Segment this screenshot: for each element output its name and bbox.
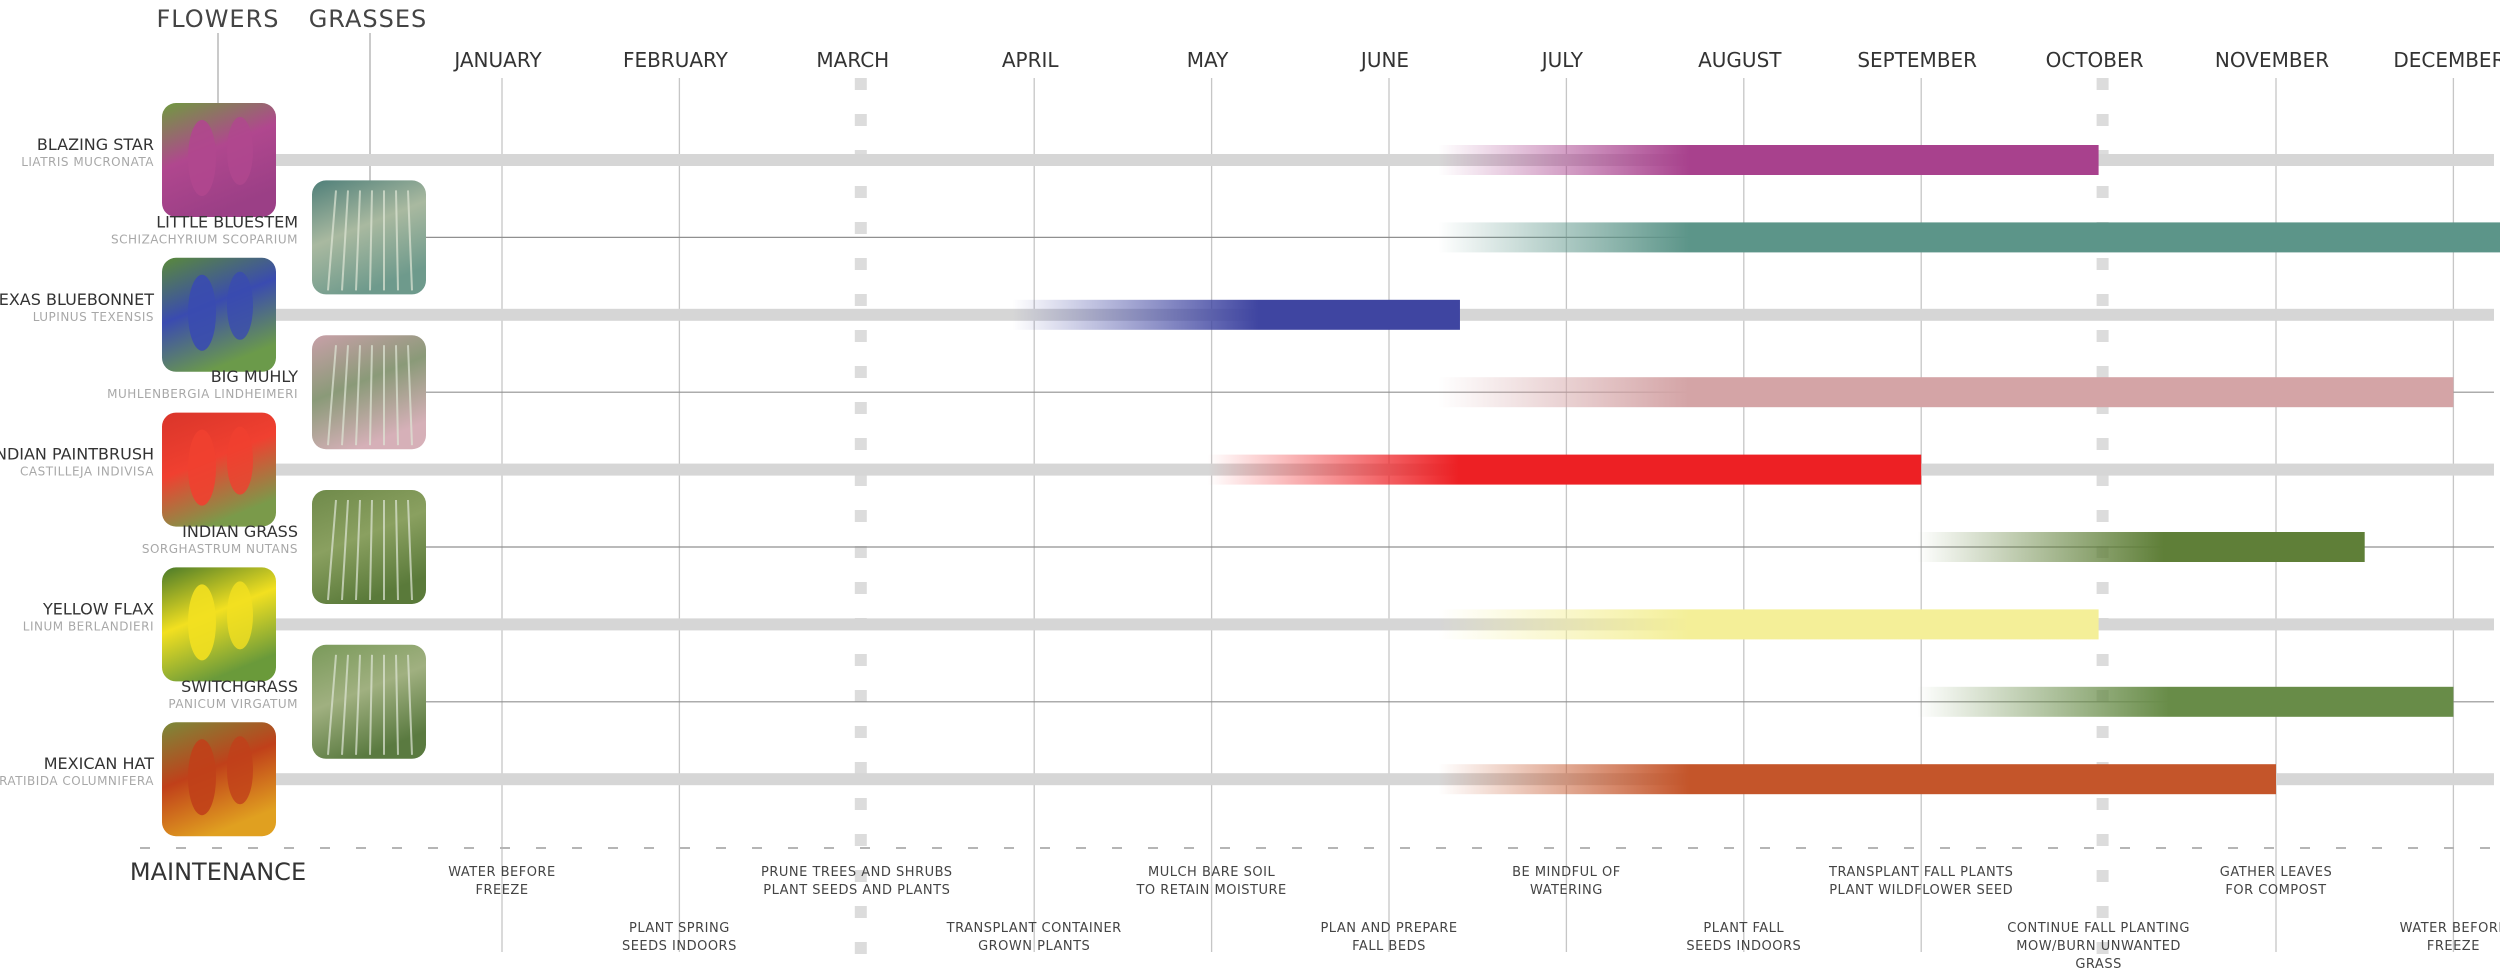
maintenance-note: PLANT SEEDS AND PLANTS: [763, 883, 950, 898]
month-label: FEBRUARY: [623, 48, 729, 72]
bloom-bars: [1012, 145, 2500, 795]
bloom-bar: [1438, 764, 2276, 795]
plant-name: BLAZING STAR: [37, 135, 154, 154]
maintenance-note: BE MINDFUL OF: [1512, 865, 1621, 880]
maintenance-note: WATERING: [1530, 883, 1603, 898]
month-label: OCTOBER: [2046, 48, 2144, 72]
month-label: DECEMBER: [2393, 48, 2500, 72]
plant-name: TEXAS BLUEBONNET: [0, 290, 154, 309]
plant-latin-name: LIATRIS MUCRONATA: [21, 155, 154, 169]
month-label: APRIL: [1002, 48, 1060, 72]
maintenance-header: MAINTENANCE: [130, 858, 306, 886]
flowers-header: FLOWERS: [156, 5, 279, 33]
bloom-bar: [1012, 299, 1460, 330]
chart-labels: FLOWERS GRASSES MAINTENANCE JANUARY FEBRU…: [0, 5, 2500, 886]
maintenance-note: PLANT WILDFLOWER SEED: [1829, 883, 2013, 898]
plant-latin-name: RATIBIDA COLUMNIFERA: [0, 774, 154, 788]
maintenance-note: TO RETAIN MOISTURE: [1135, 883, 1286, 898]
flower-photo: [162, 722, 276, 837]
bloom-bar: [1917, 532, 2365, 562]
maintenance-note: PLANT SPRING: [629, 921, 730, 936]
bloom-bar: [1438, 609, 2099, 640]
maintenance-note: GATHER LEAVES: [2220, 865, 2332, 880]
maintenance-note: WATER BEFORE: [448, 865, 555, 880]
month-gridlines: [217, 33, 2455, 960]
flower-photo: [162, 412, 276, 527]
maintenance-note: GROWN PLANTS: [978, 939, 1090, 954]
maintenance-note: FALL BEDS: [1352, 939, 1426, 954]
grass-photo: [312, 180, 426, 295]
plant-latin-name: LUPINUS TEXENSIS: [33, 310, 154, 324]
month-label: MARCH: [816, 48, 889, 72]
month-label: JUNE: [1359, 48, 1409, 72]
maintenance-note: MOW/BURN UNWANTED: [2016, 939, 2181, 954]
maintenance-note: PLAN AND PREPARE: [1320, 921, 1457, 936]
maintenance-notes: WATER BEFORE FREEZE PLANT SPRING SEEDS INDO…: [140, 847, 2500, 969]
grass-photo: [312, 335, 426, 450]
plant-latin-name: PANICUM VIRGATUM: [168, 697, 298, 711]
plant-name: INDIAN GRASS: [182, 522, 298, 541]
flower-photo: [162, 567, 276, 682]
plant-latin-name: MUHLENBERGIA LINDHEIMERI: [107, 387, 298, 401]
maintenance-note: SEEDS INDOORS: [1686, 939, 1801, 954]
grasses-header: GRASSES: [309, 5, 428, 33]
maintenance-note: FREEZE: [2427, 939, 2480, 954]
plant-latin-name: CASTILLEJA INDIVISA: [20, 465, 154, 479]
maintenance-note: WATER BEFORE: [2400, 921, 2500, 936]
maintenance-note: CONTINUE FALL PLANTING: [2007, 921, 2190, 936]
flower-track: [276, 618, 2494, 631]
maintenance-note: TRANSPLANT FALL PLANTS: [1828, 865, 2013, 880]
plant-latin-name: SCHIZACHYRIUM SCOPARIUM: [111, 232, 298, 246]
month-label: NOVEMBER: [2215, 48, 2329, 72]
flower-track: [276, 154, 2494, 166]
bloom-bar: [1438, 145, 2099, 175]
month-label: SEPTEMBER: [1857, 48, 1977, 72]
month-label: MAY: [1187, 48, 1229, 72]
grass-photo: [312, 644, 426, 759]
grass-photo: [312, 490, 426, 604]
bloom-bar: [1207, 454, 1922, 485]
month-label: AUGUST: [1698, 48, 1782, 72]
plant-name: BIG MUHLY: [211, 367, 299, 386]
maintenance-note: GRASS: [2075, 957, 2121, 969]
maintenance-note: SEEDS INDOORS: [622, 939, 737, 954]
month-label: JULY: [1540, 48, 1584, 72]
maintenance-note: FOR COMPOST: [2225, 883, 2326, 898]
plant-name: MEXICAN HAT: [44, 754, 155, 773]
flower-photo: [162, 103, 276, 217]
plant-name: YELLOW FLAX: [42, 599, 154, 618]
plant-photos: [162, 103, 426, 837]
maintenance-note: PRUNE TREES AND SHRUBS: [761, 865, 953, 880]
maintenance-note: FREEZE: [475, 883, 528, 898]
maintenance-note: TRANSPLANT CONTAINER: [946, 921, 1122, 936]
plant-latin-name: SORGHASTRUM NUTANS: [142, 542, 298, 556]
bloom-bar: [1438, 222, 2500, 253]
plant-name: INDIAN PAINTBRUSH: [0, 445, 154, 464]
maintenance-note: PLANT FALL: [1703, 921, 1784, 936]
month-label: JANUARY: [452, 48, 542, 72]
plant-latin-name: LINUM BERLANDIERI: [23, 619, 154, 633]
plant-name: LITTLE BLUESTEM: [156, 212, 298, 231]
bloom-bar: [1917, 686, 2454, 717]
bloom-bar: [1438, 377, 2454, 408]
maintenance-note: MULCH BARE SOIL: [1148, 865, 1275, 880]
flower-photo: [162, 257, 276, 372]
plant-name: SWITCHGRASS: [181, 677, 298, 696]
